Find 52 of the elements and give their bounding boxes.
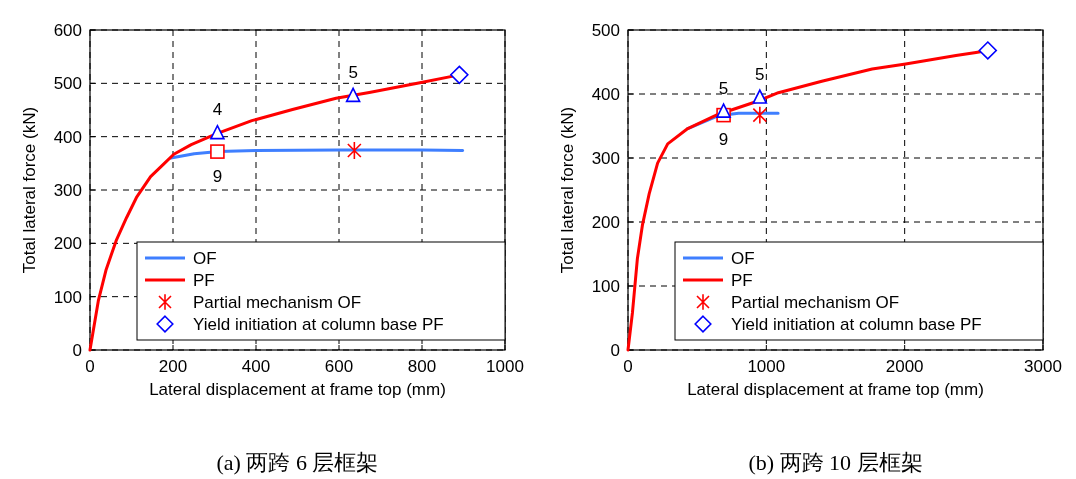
x-tick-label: 3000	[1024, 357, 1062, 376]
legend-label: Yield initiation at column base PF	[193, 315, 444, 334]
text: (b) 两跨 10 层框架	[748, 450, 923, 475]
y-tick-label: 300	[53, 181, 82, 200]
annotation: 9	[718, 130, 729, 150]
point	[752, 105, 768, 125]
x-tick-label: 600	[324, 357, 354, 376]
y-tick-label: 100	[591, 277, 620, 296]
point	[210, 124, 225, 140]
annotation: 5	[348, 63, 358, 83]
y-tick-label: 400	[591, 85, 620, 104]
point	[716, 103, 731, 118]
point	[347, 141, 362, 160]
legend-label: PF	[731, 271, 753, 290]
y-tick-label: 500	[53, 74, 82, 94]
legend-label: OF	[731, 249, 755, 268]
y-tick-label: 300	[591, 149, 620, 168]
point	[752, 89, 768, 104]
x-tick-label: 800	[407, 357, 437, 376]
annotation: 5	[718, 78, 729, 98]
point	[978, 41, 998, 60]
point	[450, 65, 469, 85]
legend-label: Yield initiation at column base PF	[731, 315, 982, 334]
y-tick-label: 400	[53, 127, 82, 147]
y-tick-label: 0	[72, 341, 82, 360]
x-axis-title: Lateral displacement at frame top (mm)	[687, 380, 984, 399]
x-tick-label: 2000	[885, 357, 924, 376]
point	[210, 144, 225, 159]
y-tick-label: 200	[53, 234, 82, 254]
y-tick-label: 0	[610, 341, 620, 360]
text: (a) 两跨 6 层框架	[216, 450, 379, 475]
point	[345, 87, 361, 103]
x-tick-label: 1000	[747, 357, 786, 376]
y-tick-label: 500	[591, 21, 620, 40]
annotation: 4	[212, 100, 223, 120]
y-axis-title: Total lateral force (kN)	[558, 106, 577, 274]
x-axis-title: Lateral displacement at frame top (mm)	[149, 380, 446, 399]
annotation: 9	[212, 166, 223, 186]
annotation: 5	[755, 64, 765, 84]
y-axis-title: Total lateral force (kN)	[20, 106, 39, 274]
x-tick-label: 0	[623, 357, 633, 376]
x-tick-label: 400	[241, 357, 271, 376]
legend-label: PF	[193, 271, 215, 290]
legend-label: Partial mechanism OF	[193, 293, 362, 312]
legend-label: Partial mechanism OF	[731, 293, 900, 312]
y-tick-label: 200	[591, 213, 620, 232]
legend-label: OF	[193, 249, 217, 268]
x-tick-label: 0	[85, 357, 95, 376]
y-tick-label: 600	[53, 21, 82, 40]
x-tick-label: 200	[158, 357, 188, 376]
x-tick-label: 1000	[486, 357, 524, 376]
y-tick-label: 100	[53, 287, 82, 307]
